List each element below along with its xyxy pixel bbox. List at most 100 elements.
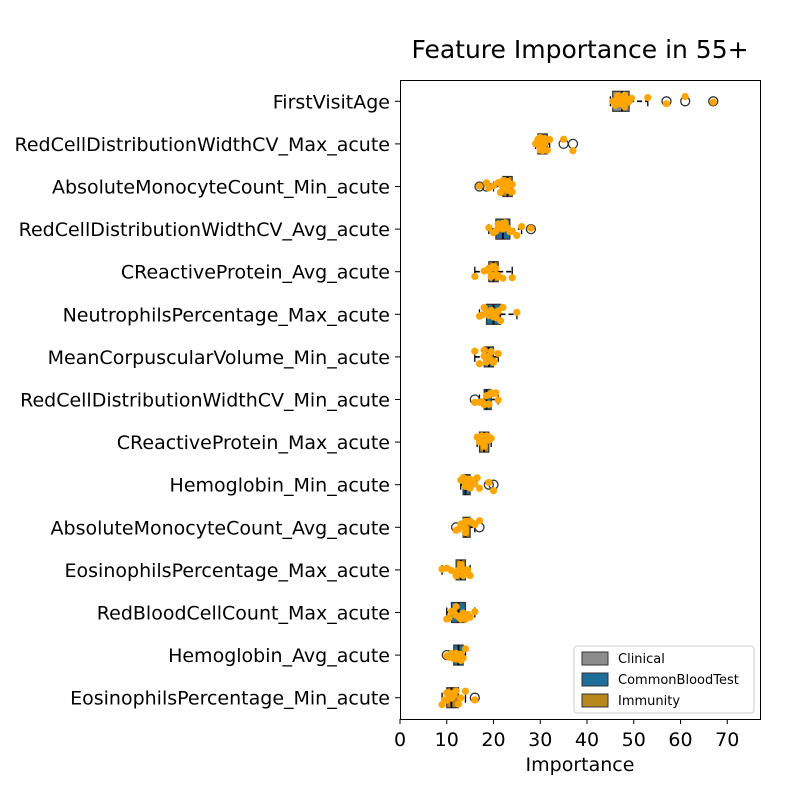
data-point [492, 309, 500, 318]
data-point [475, 435, 484, 443]
x-tick-label: 0 [394, 729, 406, 751]
data-point [662, 100, 671, 108]
data-point [492, 389, 500, 397]
y-tick-label: CReactiveProtein_Avg_acute [121, 262, 390, 284]
legend-label: Immunity [618, 694, 680, 709]
data-point [454, 651, 463, 659]
chart-title: Feature Importance in 55+ [411, 35, 748, 64]
data-point [452, 602, 460, 611]
y-tick-label: RedCellDistributionWidthCV_Min_acute [20, 390, 390, 412]
data-point [485, 184, 493, 192]
data-point [620, 91, 629, 99]
x-axis: 0 10 20 30 40 50 60 70 [394, 719, 739, 751]
data-point [499, 225, 507, 233]
data-point [496, 317, 505, 325]
data-point [445, 614, 453, 622]
data-point [527, 224, 535, 232]
data-point [475, 360, 484, 368]
x-tick-label: 20 [481, 729, 505, 751]
data-point [466, 484, 474, 492]
legend-frame [573, 645, 755, 714]
plot-frame [400, 80, 761, 720]
data-point [569, 147, 577, 155]
y-axis: FirstVisitAge RedCellDistributionWidthCV_… [15, 91, 400, 710]
data-point [485, 400, 493, 408]
chart-marks [438, 90, 719, 709]
y-tick-label: Hemoglobin_Avg_acute [168, 645, 390, 667]
y-tick-label: FirstVisitAge [273, 91, 390, 113]
data-point [496, 188, 505, 197]
x-tick-label: 10 [435, 729, 459, 751]
data-point [485, 478, 493, 487]
y-tick-label: RedCellDistributionWidthCV_Max_acute [15, 134, 390, 156]
data-point [459, 565, 467, 573]
y-tick-label: AbsoluteMonocyteCount_Min_acute [52, 177, 390, 199]
data-point [503, 179, 512, 187]
data-point [508, 274, 516, 282]
data-point [475, 484, 484, 492]
outlier-point [708, 96, 719, 107]
x-tick-label: 40 [575, 729, 599, 751]
data-point [471, 272, 479, 281]
data-point [709, 98, 717, 106]
y-tick-label: RedBloodCellCount_Max_acute [97, 603, 390, 625]
data-point [471, 608, 479, 616]
data-point [485, 433, 493, 441]
data-point [461, 687, 470, 695]
y-tick-label: EosinophilsPercentage_Min_acute [70, 688, 390, 710]
data-point [543, 146, 551, 154]
outlier-point [474, 181, 485, 192]
x-tick-label: 30 [528, 729, 552, 751]
y-tick-label: AbsoluteMonocyteCount_Avg_acute [51, 517, 390, 539]
x-tick-label: 70 [715, 729, 739, 751]
data-point [471, 696, 479, 704]
data-point [461, 525, 470, 533]
data-point [681, 92, 689, 101]
y-tick-label: Hemoglobin_Min_acute [170, 475, 390, 497]
data-point [461, 480, 470, 488]
data-point [616, 99, 624, 108]
data-point [560, 135, 568, 143]
data-point [494, 350, 502, 358]
x-tick-label: 50 [622, 729, 646, 751]
x-tick-label: 60 [668, 729, 692, 751]
data-point [457, 615, 465, 623]
data-point [487, 348, 495, 356]
y-tick-label: MeanCorpuscularVolume_Min_acute [48, 347, 390, 369]
data-point [452, 568, 460, 576]
data-point [471, 347, 479, 355]
data-point [513, 308, 521, 316]
data-point [466, 571, 474, 580]
legend-label: CommonBloodTest [618, 673, 739, 688]
data-point [457, 694, 465, 702]
data-point [450, 689, 458, 697]
data-point [480, 346, 488, 354]
data-point [489, 487, 498, 495]
data-point [489, 358, 498, 367]
data-point [644, 93, 652, 102]
legend-swatch [581, 651, 609, 666]
y-tick-label: EosinophilsPercentage_Max_acute [65, 560, 390, 582]
data-point [508, 227, 516, 235]
data-point [508, 188, 516, 196]
outlier-point [567, 138, 579, 150]
data-point [499, 303, 507, 311]
data-point [475, 182, 484, 190]
data-point [625, 97, 633, 105]
data-point [485, 311, 493, 320]
data-point [538, 142, 547, 150]
outlier-point [525, 223, 537, 235]
legend-label: Clinical [618, 652, 665, 667]
data-point [454, 700, 463, 708]
data-point [492, 264, 500, 273]
data-point [461, 645, 470, 653]
data-point [499, 274, 507, 282]
y-tick-label: CReactiveProtein_Max_acute [117, 432, 390, 454]
data-point [471, 479, 479, 488]
data-point [473, 474, 481, 482]
data-point [494, 396, 502, 404]
y-tick-label: NeutrophilsPercentage_Max_acute [63, 304, 390, 326]
data-point [513, 231, 521, 240]
legend: Clinical CommonBloodTest Immunity [573, 645, 755, 714]
